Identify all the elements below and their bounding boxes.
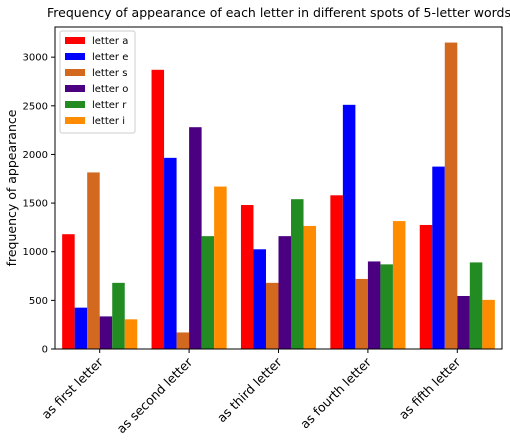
x-tick-label: as first letter xyxy=(38,354,106,422)
bar xyxy=(432,166,445,349)
legend-label: letter e xyxy=(92,52,128,63)
x-tick-label: as second letter xyxy=(114,354,196,436)
legend-swatch xyxy=(65,53,85,60)
bar xyxy=(367,261,381,349)
bar xyxy=(99,316,113,349)
x-tick-label: as fourth letter xyxy=(297,354,375,432)
y-tick-label: 1500 xyxy=(23,199,48,210)
bar xyxy=(112,282,125,349)
bar xyxy=(291,199,304,349)
bar xyxy=(380,264,393,349)
bar xyxy=(330,195,343,349)
bar xyxy=(253,249,266,349)
bar xyxy=(201,236,215,349)
bar xyxy=(355,278,368,349)
bar xyxy=(176,332,190,349)
legend-label: letter r xyxy=(92,100,127,111)
legend-swatch xyxy=(65,69,85,76)
legend-label: letter s xyxy=(92,68,127,79)
legend-swatch xyxy=(65,37,85,44)
bar xyxy=(151,69,165,350)
x-tick-label: as fifth letter xyxy=(396,354,464,422)
legend-label: letter a xyxy=(92,36,128,47)
bar xyxy=(124,319,138,349)
y-tick-label: 1000 xyxy=(23,247,48,258)
legend-label: letter o xyxy=(92,84,128,95)
chart-title: Frequency of appearance of each letter i… xyxy=(47,5,510,20)
bar xyxy=(240,205,254,349)
bar xyxy=(419,224,433,349)
bar xyxy=(278,236,292,349)
x-tick-label: as third letter xyxy=(214,354,285,425)
bar xyxy=(392,221,406,349)
bar xyxy=(164,157,177,349)
y-tick-label: 0 xyxy=(42,345,48,356)
bar xyxy=(265,282,279,349)
bar xyxy=(62,234,75,349)
bar xyxy=(342,104,356,350)
y-tick-label: 2000 xyxy=(23,150,48,161)
bar xyxy=(87,172,100,349)
bar xyxy=(444,42,458,350)
bar xyxy=(457,295,470,349)
bar xyxy=(303,225,317,349)
y-tick-label: 3000 xyxy=(23,53,48,64)
bar xyxy=(189,127,202,349)
y-tick-label: 2500 xyxy=(23,101,48,112)
legend-swatch xyxy=(65,85,85,92)
bar xyxy=(469,262,483,349)
legend-label: letter i xyxy=(92,116,125,127)
y-tick-label: 500 xyxy=(29,296,48,307)
legend-swatch xyxy=(65,101,85,108)
bar xyxy=(74,307,88,349)
bar xyxy=(214,186,227,349)
y-axis-label: frequency of appearance xyxy=(4,109,19,266)
bar xyxy=(482,299,495,349)
legend-swatch xyxy=(65,117,85,124)
